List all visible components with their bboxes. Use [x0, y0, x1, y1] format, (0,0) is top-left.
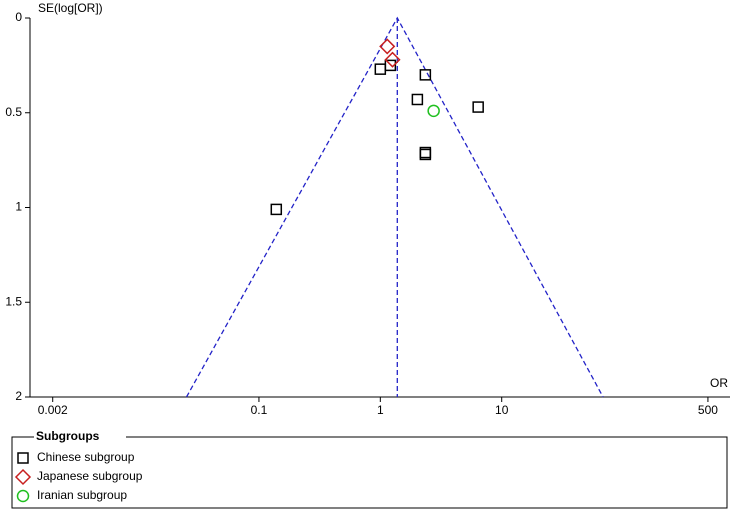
- y-tick-label: 1.5: [5, 294, 22, 308]
- legend-marker: [17, 452, 29, 464]
- marker-diamond: [379, 38, 396, 55]
- marker-square: [419, 146, 432, 159]
- legend-title-bg: [34, 430, 126, 444]
- x-tick-label: 1: [377, 403, 384, 417]
- marker-square: [384, 59, 397, 72]
- legend-title: Subgroups: [36, 429, 100, 443]
- y-axis-label: SE(log[OR]): [38, 1, 103, 15]
- marker-square: [411, 93, 424, 106]
- marker-square: [374, 63, 387, 75]
- marker-circle: [427, 104, 440, 118]
- y-tick-label: 0: [15, 10, 22, 24]
- y-tick-label: 2: [15, 389, 22, 403]
- x-axis-label: OR: [710, 376, 728, 390]
- x-tick-label: 10: [495, 403, 509, 417]
- marker-square: [472, 101, 484, 113]
- y-tick-label: 0.5: [5, 105, 22, 119]
- marker-diamond: [384, 51, 401, 68]
- legend-marker: [14, 468, 32, 486]
- marker-square: [270, 203, 283, 216]
- funnel-line: [185, 16, 604, 398]
- y-tick-label: 1: [15, 200, 22, 214]
- legend-label: Japanese subgroup: [37, 469, 143, 483]
- legend-label: Chinese subgroup: [37, 450, 135, 464]
- legend-box: [11, 436, 728, 509]
- x-tick-label: 500: [698, 403, 718, 417]
- legend-label: Iranian subgroup: [37, 488, 127, 502]
- x-tick-label: 0.1: [251, 403, 268, 417]
- x-tick-label: 0.002: [38, 403, 68, 417]
- marker-square: [419, 69, 432, 81]
- legend-marker: [16, 489, 30, 503]
